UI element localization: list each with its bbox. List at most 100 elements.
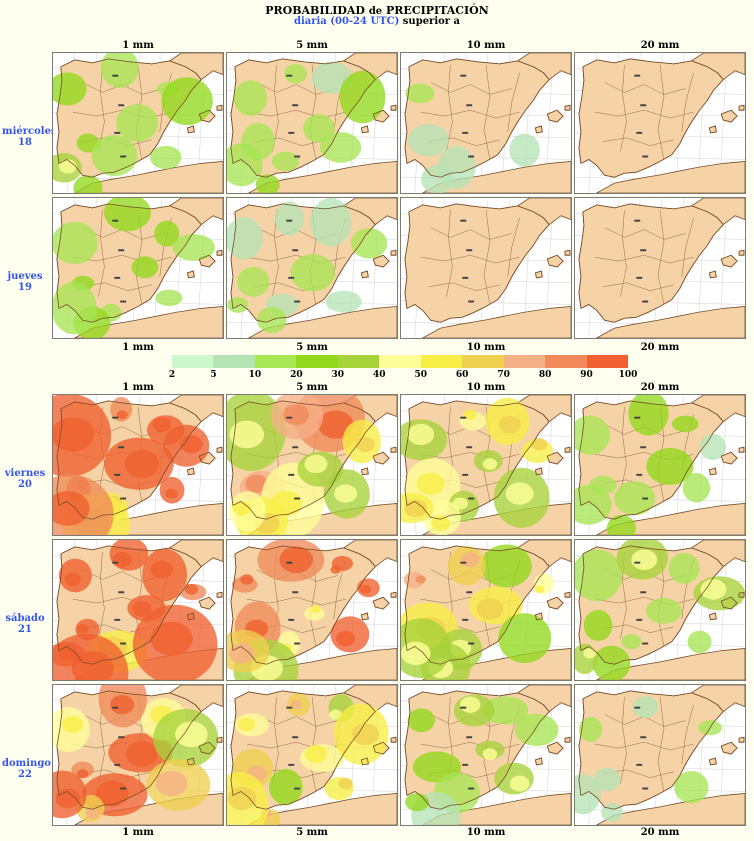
threshold-header-2: 5 mm: [296, 382, 328, 393]
map-panel: [52, 197, 224, 339]
threshold-header-4: 20 mm: [640, 827, 680, 838]
precip-map: [401, 53, 571, 193]
day-name: miércoles: [2, 126, 57, 137]
day-number: 21: [18, 624, 32, 635]
precip-map: [227, 395, 397, 535]
legend-tick-label: 70: [497, 370, 510, 380]
legend-tick-label: 60: [455, 370, 469, 380]
map-panel: [574, 197, 746, 339]
subtitle-rest: superior a: [402, 16, 461, 27]
legend-tick-label: 5: [210, 370, 217, 380]
precip-map: [401, 395, 571, 535]
chart-title: PROBABILIDAD de PRECIPITACIÓN: [0, 4, 754, 17]
threshold-header-4: 20 mm: [640, 342, 680, 353]
threshold-header-4: 20 mm: [640, 40, 680, 51]
legend-tick-label: 50: [414, 370, 427, 380]
threshold-header-3: 10 mm: [466, 827, 506, 838]
day-label: domingo 22: [2, 758, 51, 780]
map-panel: [400, 539, 572, 681]
legend-tick-label: 2: [168, 370, 176, 380]
subtitle-period: diaria (00-24 UTC): [293, 16, 400, 27]
day-number: 22: [18, 769, 32, 780]
precip-map: [227, 198, 397, 338]
day-name: domingo: [2, 758, 51, 769]
legend-tick-label: 100: [618, 370, 638, 380]
precip-map: [401, 198, 571, 338]
map-panel: [52, 394, 224, 536]
precip-map: [401, 540, 571, 680]
precip-map: [53, 198, 223, 338]
map-panel: [400, 52, 572, 194]
threshold-header-2: 5 mm: [296, 342, 328, 353]
threshold-header-2: 5 mm: [296, 40, 328, 51]
threshold-header-3: 10 mm: [466, 40, 506, 51]
precip-map: [575, 53, 745, 193]
precip-map: [53, 53, 223, 193]
legend-swatch: [337, 355, 380, 368]
threshold-header-2: 5 mm: [296, 827, 328, 838]
threshold-header-4: 20 mm: [640, 382, 680, 393]
legend-tick-label: 30: [331, 370, 345, 380]
map-panel: [400, 197, 572, 339]
map-panel: [574, 684, 746, 826]
day-number: 18: [18, 137, 32, 148]
map-panel: [400, 684, 572, 826]
threshold-header-1: 1 mm: [122, 827, 154, 838]
map-panel: [226, 539, 398, 681]
legend-swatch: [420, 355, 463, 368]
day-label: sábado 21: [2, 613, 48, 635]
precip-map: [227, 540, 397, 680]
day-label: jueves 19: [2, 271, 48, 293]
threshold-header-1: 1 mm: [122, 342, 154, 353]
day-name: viernes: [4, 468, 46, 479]
day-number: 20: [18, 479, 32, 490]
legend-tick-label: 40: [373, 370, 386, 380]
legend-swatch: [296, 355, 338, 368]
title-precip: PRECIPITACIÓN: [386, 4, 489, 17]
precip-map: [227, 685, 397, 825]
chart-subtitle: diaria (00-24 UTC) superior a: [0, 16, 754, 27]
precip-map: [575, 395, 745, 535]
map-panel: [574, 394, 746, 536]
precip-map: [575, 685, 745, 825]
map-panel: [52, 52, 224, 194]
legend-swatch: [503, 355, 546, 368]
legend-swatch: [172, 355, 214, 368]
day-name: sábado: [5, 613, 45, 624]
precip-map: [575, 540, 745, 680]
map-panel: [400, 394, 572, 536]
threshold-header-1: 1 mm: [122, 382, 154, 393]
title-de: de: [368, 6, 383, 17]
legend-swatch: [213, 355, 255, 368]
precip-map: [53, 685, 223, 825]
legend-swatch: [254, 355, 297, 368]
precip-map: [575, 198, 745, 338]
precip-map: [227, 53, 397, 193]
map-panel: [226, 52, 398, 194]
map-panel: [574, 52, 746, 194]
legend-tick-label: 10: [248, 370, 262, 380]
title-main: PROBABILIDAD: [265, 4, 365, 17]
map-panel: [574, 539, 746, 681]
legend-tick-label: 20: [290, 370, 303, 380]
legend-tick-label: 90: [580, 370, 593, 380]
day-label: miércoles 18: [2, 126, 57, 148]
map-panel: [226, 684, 398, 826]
legend-swatch: [379, 355, 421, 368]
threshold-header-3: 10 mm: [466, 382, 506, 393]
precip-map: [401, 685, 571, 825]
legend-tick-label: 80: [538, 370, 552, 380]
map-panel: [52, 684, 224, 826]
day-number: 19: [18, 282, 32, 293]
day-name: jueves: [7, 271, 43, 282]
legend-swatch: [545, 355, 587, 368]
day-label: viernes 20: [2, 468, 48, 490]
legend-swatch: [462, 355, 504, 368]
legend-color-bar: [172, 355, 628, 368]
precip-map: [53, 395, 223, 535]
legend-swatch: [586, 355, 628, 368]
threshold-header-3: 10 mm: [466, 342, 506, 353]
map-panel: [52, 539, 224, 681]
threshold-header-1: 1 mm: [122, 40, 154, 51]
map-panel: [226, 394, 398, 536]
